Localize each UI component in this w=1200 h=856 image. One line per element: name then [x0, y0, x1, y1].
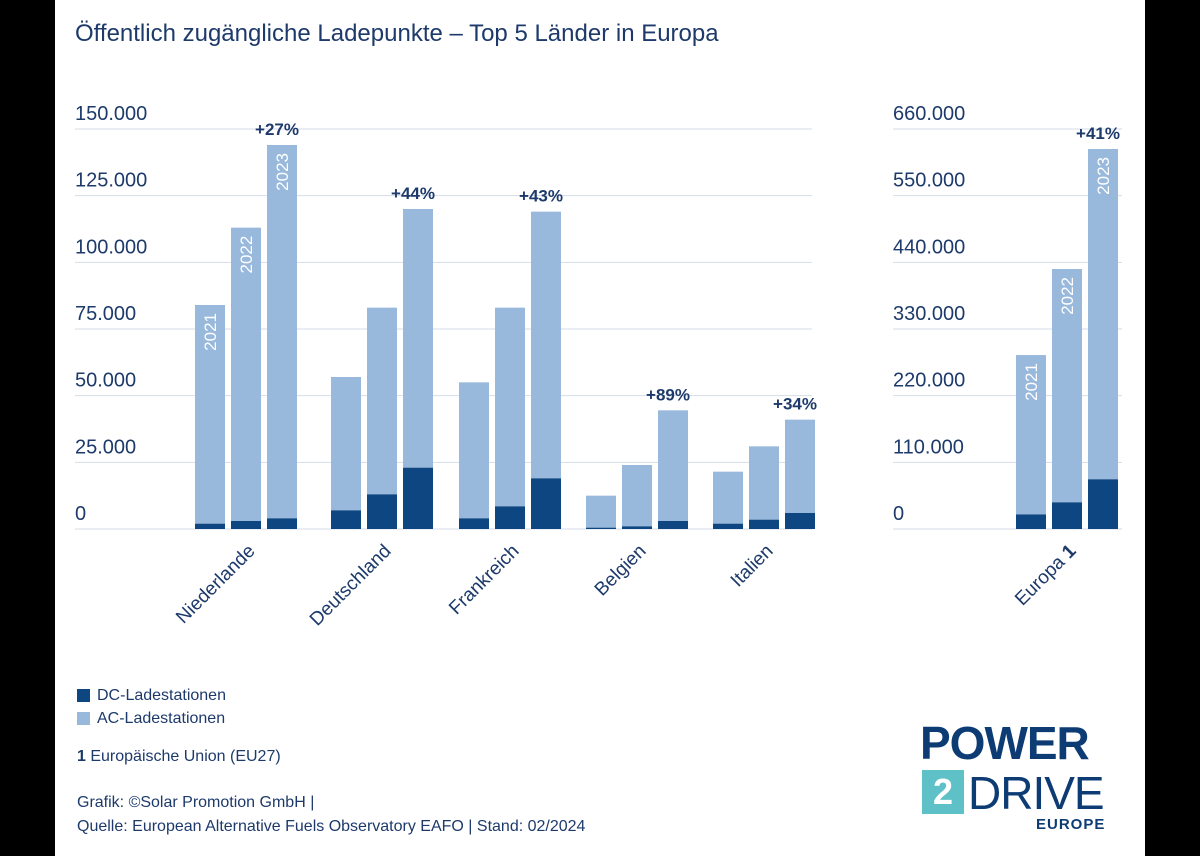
y-tick-label-eu: 660.000: [893, 103, 965, 125]
bar-chart: 150.000 125.000 100.000 75.000 50.000 25.000 0…: [75, 103, 1122, 631]
bar-ac: [1088, 149, 1118, 480]
bar-ac: [749, 446, 779, 520]
legend-item-dc: DC-Ladestationen: [77, 684, 226, 707]
growth-label: +43%: [519, 187, 563, 206]
y-tick-label-main: 25.000: [75, 436, 136, 458]
year-label: 2022: [1058, 277, 1077, 315]
bar-dc: [622, 526, 652, 529]
year-label: 2023: [1094, 157, 1113, 195]
logo-europe: EUROPE: [1036, 816, 1106, 833]
bar-dc: [749, 519, 779, 529]
bar-ac: [267, 145, 297, 519]
year-label: 2023: [273, 153, 292, 191]
logo-drive: DRIVE: [968, 767, 1105, 819]
bar-dc: [658, 521, 688, 529]
y-tick-label-main: 125.000: [75, 170, 147, 192]
bar-dc: [495, 506, 525, 529]
category-footnote-marker: 1: [1054, 540, 1080, 566]
category-label: Niederlande: [172, 541, 259, 628]
y-tick-label-main: 75.000: [75, 303, 136, 325]
bar-dc: [331, 510, 361, 529]
bar-ac: [785, 419, 815, 513]
category-label: Europa 1: [1011, 540, 1081, 610]
logo-power: POWER: [920, 717, 1090, 769]
bar-dc: [1016, 514, 1046, 529]
growth-label: +41%: [1076, 124, 1120, 143]
growth-label: +44%: [391, 184, 435, 203]
bar-ac: [367, 307, 397, 495]
y-tick-label-main: 150.000: [75, 103, 147, 125]
bar-ac: [403, 209, 433, 468]
bar-dc: [785, 513, 815, 529]
bar-dc: [367, 494, 397, 529]
bar-ac: [195, 305, 225, 524]
bar-dc: [713, 523, 743, 529]
bar-dc: [195, 523, 225, 529]
bar-dc: [1088, 479, 1118, 529]
legend-swatch-ac: [77, 712, 90, 725]
bar-ac: [495, 307, 525, 507]
bar-ac: [531, 211, 561, 479]
legend-label-ac: AC-Ladestationen: [97, 709, 226, 727]
year-label: 2022: [237, 236, 256, 274]
bar-dc: [1052, 502, 1082, 529]
credits: Grafik: ©Solar Promotion GmbH | Quelle: …: [77, 791, 585, 839]
bar-dc: [531, 478, 561, 529]
growth-label: +34%: [773, 395, 817, 414]
y-tick-label-eu: 220.000: [893, 370, 965, 392]
growth-label: +89%: [646, 385, 690, 404]
credit-graphic: Grafik: ©Solar Promotion GmbH |: [77, 794, 315, 811]
credit-source: Quelle: European Alternative Fuels Obser…: [77, 818, 586, 835]
y-tick-label-main: 0: [75, 503, 86, 525]
legend-label-dc: DC-Ladestationen: [97, 686, 226, 704]
category-label: Italien: [727, 541, 778, 592]
legend-item-ac: AC-Ladestationen: [77, 707, 226, 730]
chart-title: Öffentlich zugängliche Ladepunkte – Top …: [75, 20, 719, 47]
legend: DC-Ladestationen AC-Ladestationen: [77, 684, 226, 730]
bar-ac: [1052, 269, 1082, 503]
bar-ac: [231, 227, 261, 521]
y-tick-label-eu: 0: [893, 503, 904, 525]
bar-dc: [267, 518, 297, 529]
year-label: 2021: [201, 313, 220, 351]
bar-ac: [658, 410, 688, 521]
bar-ac: [713, 471, 743, 524]
bar-dc: [459, 518, 489, 529]
bar-ac: [459, 382, 489, 519]
y-tick-label-eu: 440.000: [893, 236, 965, 258]
legend-swatch-dc: [77, 689, 90, 702]
category-label: Frankreich: [445, 541, 523, 619]
y-tick-label-main: 50.000: [75, 370, 136, 392]
y-tick-label-main: 100.000: [75, 236, 147, 258]
footnote-text: Europäische Union (EU27): [90, 748, 281, 765]
footnote: 1 Europäische Union (EU27): [77, 748, 281, 766]
growth-label: +27%: [255, 120, 299, 139]
bar-ac: [1016, 355, 1046, 515]
bar-dc: [403, 467, 433, 529]
category-label: Deutschland: [306, 541, 396, 631]
y-tick-label-eu: 110.000: [893, 436, 964, 458]
y-tick-label-eu: 330.000: [893, 303, 965, 325]
footnote-marker: 1: [77, 748, 86, 765]
power2drive-logo: POWER 2 DRIVE EUROPE: [920, 716, 1120, 836]
bar-dc: [586, 527, 616, 529]
y-tick-label-eu: 550.000: [893, 170, 965, 192]
category-label: Belgien: [591, 541, 651, 601]
bar-dc: [231, 521, 261, 529]
year-label: 2021: [1022, 363, 1041, 401]
bar-ac: [622, 465, 652, 527]
logo-number: 2: [922, 770, 964, 814]
bar-ac: [586, 495, 616, 528]
bar-ac: [331, 377, 361, 511]
